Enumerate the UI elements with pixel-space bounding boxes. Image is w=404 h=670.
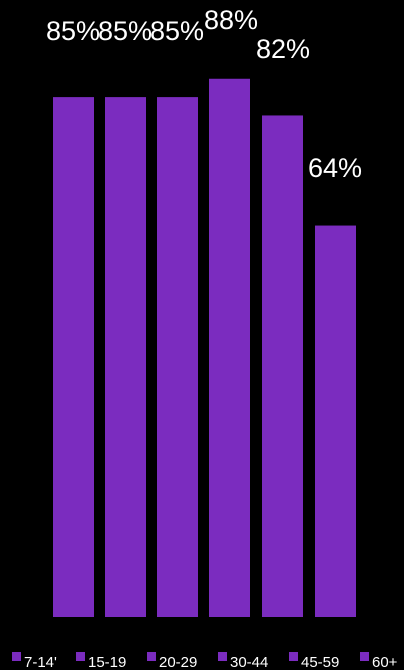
bar-4 <box>209 78 250 618</box>
legend-marker-2 <box>76 652 85 661</box>
data-label-5: 82% <box>256 34 310 64</box>
data-label-4: 88% <box>204 5 258 35</box>
bar-1 <box>53 97 94 617</box>
legend-label-2: 15-19 <box>88 654 126 670</box>
bar-3 <box>157 97 198 617</box>
bar-2 <box>105 97 146 617</box>
legend: 7-14' 15-19 20-29 30-44 45-59 60+ <box>12 652 398 670</box>
bars-group <box>53 78 356 618</box>
bar-5 <box>262 115 303 618</box>
legend-marker-4 <box>218 652 227 661</box>
legend-label-5: 45-59 <box>301 654 339 670</box>
legend-label-1: 7-14' <box>24 654 57 670</box>
legend-label-4: 30-44 <box>230 654 268 670</box>
data-label-6: 64% <box>308 153 362 183</box>
data-label-2: 85% <box>98 16 152 46</box>
data-labels-group: 85%85%85% 88%82%64% <box>46 5 362 183</box>
data-label-1: 85% <box>46 16 100 46</box>
legend-marker-5 <box>289 652 298 661</box>
legend-marker-6 <box>360 652 369 661</box>
legend-marker-1 <box>12 652 21 661</box>
legend-label-6: 60+ <box>372 654 398 670</box>
data-label-3: 85% <box>150 16 204 46</box>
legend-marker-3 <box>147 652 156 661</box>
legend-label-3: 20-29 <box>159 654 197 670</box>
bar-6 <box>315 225 356 617</box>
